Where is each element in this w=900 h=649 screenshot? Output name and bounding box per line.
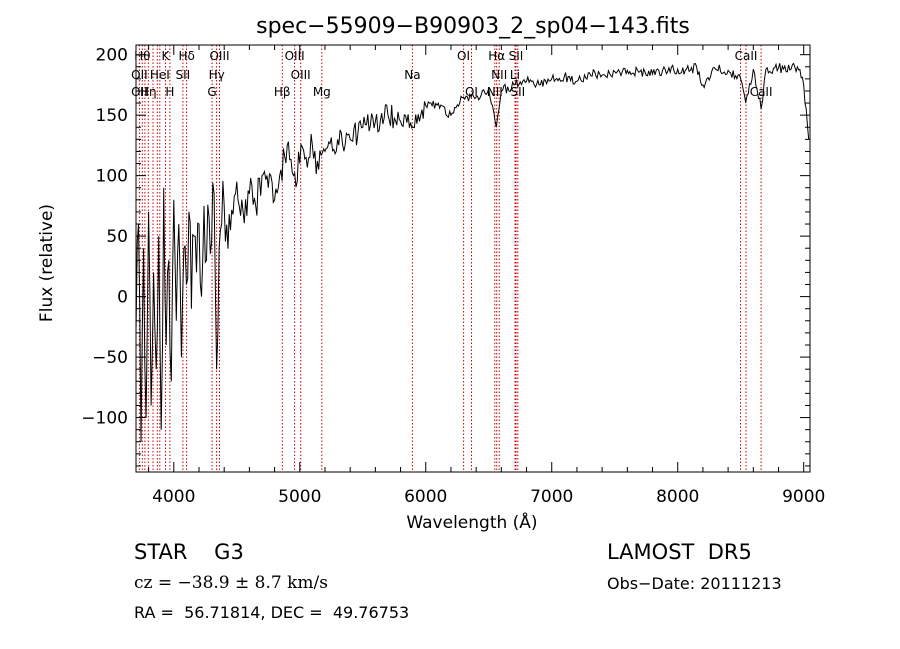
line-label: Li [510,68,520,82]
line-label: NII [487,85,503,99]
plot-frame [135,44,811,473]
line-label: OIII [291,68,311,82]
redshift-velocity: cz = −38.9 ± 8.7 km/s [134,573,328,593]
line-label: Hθ [134,49,150,63]
x-tick-label: 7000 [530,487,573,507]
y-tick-label: 100 [96,167,128,187]
y-tick-label: 150 [96,106,128,126]
line-label: SII [510,85,525,99]
x-tick-label: 5000 [278,487,321,507]
line-markers [138,45,762,472]
line-label: SII [509,49,524,63]
line-label: HeI [150,68,170,82]
line-label: OI [465,85,478,99]
spectrum-line [135,62,810,442]
y-tick-label: 0 [117,288,128,308]
line-label: SII [176,68,191,82]
x-axis-label: Wavelength (Å) [406,511,537,533]
line-label: K [162,49,171,63]
line-label: NII [491,68,507,82]
line-label: H [165,85,174,99]
line-label: OIII [209,49,229,63]
object-class: STAR G3 [134,540,244,564]
chart-title: spec−55909−B90903_2_sp04−143.fits [256,14,690,39]
line-label: G [207,85,216,99]
line-label: OIII [285,49,305,63]
line-label: CaII [735,49,758,63]
x-tick-label: 6000 [404,487,447,507]
line-label: OII [131,68,148,82]
line-labels: Hθ K Hδ OIII OIII OI Hα SII CaII OII HeI SII Hγ OIII N… [131,49,772,99]
y-axis-label: Flux (relative) [37,204,57,322]
line-label: Na [404,68,420,82]
y-axis: −100 −50 0 50 100 150 200 [81,46,810,467]
line-label: CaII [750,85,773,99]
line-label: Hγ [209,68,225,82]
survey-release: LAMOST DR5 [607,540,752,564]
line-label: OII [131,85,148,99]
y-tick-label: −50 [92,348,128,368]
y-tick-label: −100 [81,409,128,429]
line-label: Mg [313,85,331,99]
coordinates: RA = 56.71814, DEC = 49.76753 [134,603,410,622]
x-tick-label: 4000 [152,487,195,507]
line-label: OI [457,49,470,63]
line-label: Hα [488,49,505,63]
line-label: Hη [140,85,157,99]
x-tick-label: 8000 [656,487,699,507]
y-tick-label: 200 [96,46,128,66]
y-tick-label: 50 [106,227,128,247]
observation-date: Obs−Date: 20111213 [607,574,782,593]
line-label: Hβ [274,85,291,99]
x-tick-label: 9000 [782,487,825,507]
line-label: Hδ [178,49,194,63]
x-axis: 4000 5000 6000 7000 8000 9000 [148,45,825,507]
